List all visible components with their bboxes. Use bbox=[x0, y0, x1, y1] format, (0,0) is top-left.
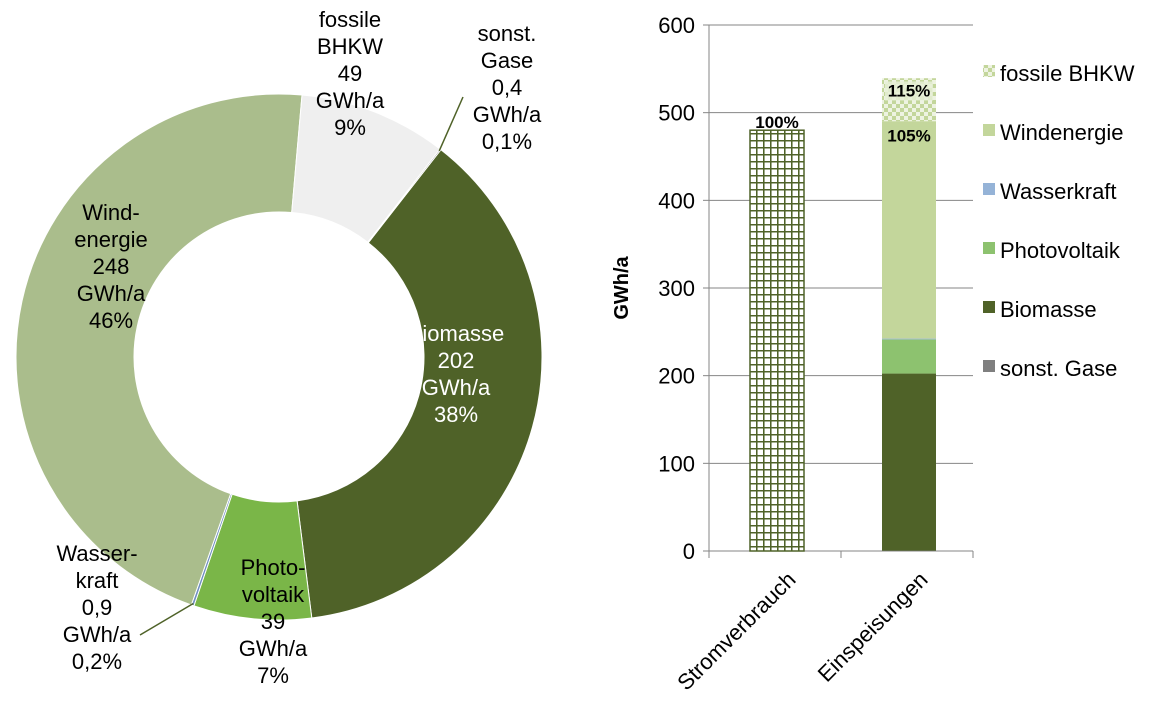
legend-label-biomasse: Biomasse bbox=[1000, 297, 1097, 322]
legend-swatch-wasserkraft bbox=[983, 183, 995, 195]
legend-label-photovoltaik: Photovoltaik bbox=[1000, 238, 1121, 263]
donut-chart bbox=[15, 93, 543, 621]
donut-label-windenergie: Wind-energie 248 GWh/a 46% bbox=[74, 200, 147, 333]
donut-slice-windenergie bbox=[15, 93, 303, 606]
stacked-bar-chart: 0 100 200 300 400 500 600 GWh/a 100% 105% 115% Stro… bbox=[611, 13, 974, 695]
bar-segment-sonst-gase bbox=[882, 550, 936, 552]
legend-swatch-windenergie bbox=[983, 124, 995, 136]
bar-annotation-115: 115% bbox=[888, 81, 931, 100]
bar-segment-windenergie bbox=[882, 121, 936, 339]
y-tick-label: 100 bbox=[658, 451, 695, 476]
x-category-stromverbrauch: Stromverbrauch bbox=[672, 567, 800, 695]
legend-swatch-fossile-bhkw bbox=[983, 65, 995, 77]
y-tick-label: 300 bbox=[658, 276, 695, 301]
y-tick-label: 500 bbox=[658, 101, 695, 126]
donut-slice-biomasse bbox=[296, 149, 543, 619]
bar-legend: fossile BHKW Windenergie Wasserkraft Photov… bbox=[983, 61, 1135, 381]
bar-annotation-105: 105% bbox=[887, 126, 930, 145]
y-tick-label: 0 bbox=[683, 539, 695, 564]
donut-labels: Biomasse 202 GWh/a 38% Photo-voltaik 39 GWh/a 7… bbox=[56, 7, 542, 688]
x-category-einspeisungen: Einspeisungen bbox=[813, 567, 933, 687]
donut-label-biomasse: Biomasse 202 GWh/a 38% bbox=[408, 321, 505, 427]
y-tick-label: 600 bbox=[658, 13, 695, 38]
y-tick-label: 200 bbox=[658, 364, 695, 389]
y-axis-title: GWh/a bbox=[611, 255, 633, 319]
annotation-bg bbox=[885, 81, 933, 101]
bar-segment-biomasse bbox=[882, 373, 936, 551]
bar-segment-wasserkraft bbox=[882, 338, 936, 340]
leader-line-sonst-gase bbox=[438, 96, 464, 152]
leader-line-wasserkraft bbox=[139, 602, 194, 636]
legend-swatch-sonst-gase bbox=[983, 360, 995, 372]
bar-label-100pct: 100% bbox=[755, 113, 798, 132]
annotation-bg bbox=[885, 126, 933, 146]
donut-label-sonst-gase: sonst. Gase 0,4 GWh/a 0,1% bbox=[473, 21, 542, 154]
donut-label-fossile-bhkw: fossile BHKW 49 GWh/a 9% bbox=[316, 7, 385, 140]
legend-label-windenergie: Windenergie bbox=[1000, 120, 1124, 145]
legend-swatch-photovoltaik bbox=[983, 242, 995, 254]
donut-label-photovoltaik: Photo-voltaik 39 GWh/a 7% bbox=[239, 555, 308, 688]
legend-label-sonst-gase: sonst. Gase bbox=[1000, 356, 1117, 381]
legend-label-wasserkraft: Wasserkraft bbox=[1000, 179, 1117, 204]
bar-segment-photovoltaik bbox=[882, 339, 936, 374]
donut-label-wasserkraft: Wasser-kraft 0,9 GWh/a 0,2% bbox=[56, 541, 137, 674]
bar-stromverbrauch bbox=[749, 129, 805, 552]
legend-label-fossile-bhkw: fossile BHKW bbox=[1000, 61, 1135, 86]
y-tick-label: 400 bbox=[658, 188, 695, 213]
legend-swatch-biomasse bbox=[983, 301, 995, 313]
